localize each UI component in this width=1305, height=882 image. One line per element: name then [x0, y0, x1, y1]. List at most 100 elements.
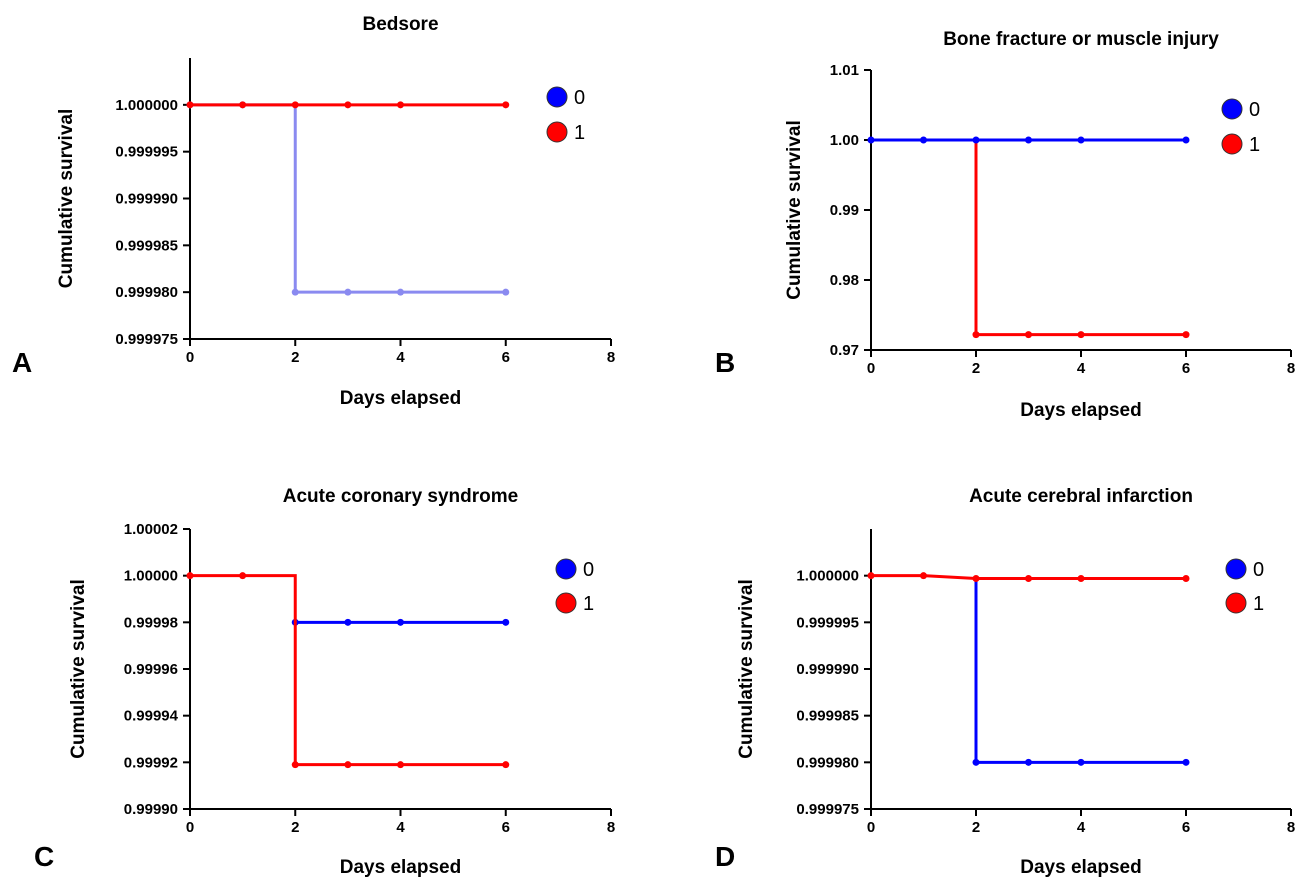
x-tick-label: 6: [502, 349, 510, 366]
chart-title: Bedsore: [362, 14, 438, 35]
data-point: [1182, 136, 1190, 144]
data-point: [972, 574, 980, 582]
x-tick-label: 0: [867, 360, 875, 377]
series-0: [972, 575, 1190, 766]
y-tick-label: 0.999995: [115, 144, 178, 161]
data-point: [291, 761, 299, 769]
x-tick-label: 2: [291, 349, 299, 366]
y-tick-label: 0.999985: [796, 708, 859, 725]
data-point: [1182, 331, 1190, 339]
panel-letter: C: [34, 841, 54, 872]
data-point: [397, 618, 404, 626]
y-tick-label: 0.999980: [796, 754, 859, 771]
x-axis-label: Days elapsed: [340, 857, 461, 878]
data-point: [1077, 136, 1085, 144]
y-tick-label: 0.97: [830, 342, 859, 359]
y-tick-label: 0.99990: [124, 801, 178, 818]
series-0: [291, 618, 510, 626]
x-tick-label: 4: [1077, 360, 1086, 377]
series-1: [867, 572, 1190, 582]
y-tick-label: 1.000000: [115, 97, 178, 114]
legend-marker-0: [555, 558, 577, 580]
panel-letter: D: [715, 841, 735, 872]
data-point: [867, 136, 875, 144]
x-tick-label: 6: [502, 819, 510, 836]
series-1: [186, 572, 510, 769]
legend-marker-1: [546, 121, 568, 143]
data-point: [502, 288, 510, 296]
legend-marker-0: [1221, 98, 1243, 120]
x-tick-label: 0: [186, 819, 194, 836]
chart-panel-b: Bone fracture or muscle injury 0 2 4 6 8 0.97 0…: [715, 29, 1295, 421]
x-tick-label: 4: [396, 349, 405, 366]
data-point: [502, 761, 510, 769]
data-point: [397, 761, 404, 769]
panel-letter: A: [12, 347, 32, 378]
y-axis-label: Cumulative survival: [736, 579, 757, 759]
y-tick-label: 1.00002: [124, 521, 178, 538]
chart-title: Acute cerebral infarction: [969, 486, 1193, 507]
data-point: [1077, 574, 1085, 582]
y-tick-label: 0.98: [830, 272, 859, 289]
x-tick-label: 6: [1182, 360, 1190, 377]
data-point: [1025, 136, 1032, 144]
chart-panel-d: Acute cerebral infarction 0 2 4 6 8 0.999975 0.…: [715, 486, 1295, 878]
x-tick-label: 2: [972, 360, 980, 377]
series-line-1: [871, 574, 1186, 580]
legend-label-0: 0: [1249, 99, 1260, 121]
y-tick-label: 0.999975: [796, 801, 859, 818]
data-point: [1025, 574, 1032, 582]
data-point: [1182, 758, 1190, 766]
legend-label-1: 1: [1253, 593, 1264, 615]
data-point: [186, 101, 194, 109]
data-point: [239, 572, 247, 580]
series-line-1: [190, 574, 506, 767]
y-tick-label: 1.000000: [796, 568, 859, 585]
legend-label-1: 1: [574, 122, 585, 144]
data-point: [972, 136, 980, 144]
x-tick-label: 8: [607, 819, 615, 836]
x-axis-label: Days elapsed: [340, 388, 461, 409]
legend-marker-0: [1225, 558, 1247, 580]
data-point: [344, 618, 352, 626]
series-line-0: [190, 103, 506, 294]
legend: 01: [1221, 98, 1260, 156]
y-tick-label: 0.999995: [796, 614, 859, 631]
legend: 01: [555, 558, 594, 615]
data-point: [972, 758, 980, 766]
panel-letter: B: [715, 347, 735, 378]
legend-label-0: 0: [1253, 559, 1264, 581]
x-axis-label: Days elapsed: [1020, 400, 1141, 421]
series-1: [972, 140, 1190, 339]
legend-label-0: 0: [574, 87, 585, 109]
data-point: [291, 101, 299, 109]
y-tick-label: 0.99998: [124, 614, 178, 631]
y-tick-label: 0.999985: [115, 237, 178, 254]
series-line-0: [974, 575, 1186, 764]
legend-label-1: 1: [1249, 134, 1260, 156]
series-1: [186, 101, 510, 109]
data-point: [397, 101, 404, 109]
series-0: [867, 136, 1190, 144]
data-point: [1025, 331, 1032, 339]
data-point: [1077, 758, 1085, 766]
data-point: [291, 288, 299, 296]
y-tick-label: 0.99996: [124, 661, 178, 678]
y-tick-label: 0.99992: [124, 754, 178, 771]
data-point: [397, 288, 404, 296]
y-tick-label: 1.01: [830, 62, 859, 79]
data-point: [344, 101, 352, 109]
legend: 01: [1225, 558, 1264, 615]
y-axis-label: Cumulative survival: [68, 579, 89, 759]
data-point: [502, 618, 510, 626]
legend-marker-1: [1221, 133, 1243, 155]
series-line-1: [974, 140, 1186, 337]
x-axis-label: Days elapsed: [1020, 857, 1141, 878]
data-point: [920, 136, 927, 144]
legend-marker-0: [546, 86, 568, 108]
data-point: [1077, 331, 1085, 339]
chart-title: Acute coronary syndrome: [283, 486, 518, 507]
series-0: [186, 101, 510, 296]
x-tick-label: 0: [867, 819, 875, 836]
